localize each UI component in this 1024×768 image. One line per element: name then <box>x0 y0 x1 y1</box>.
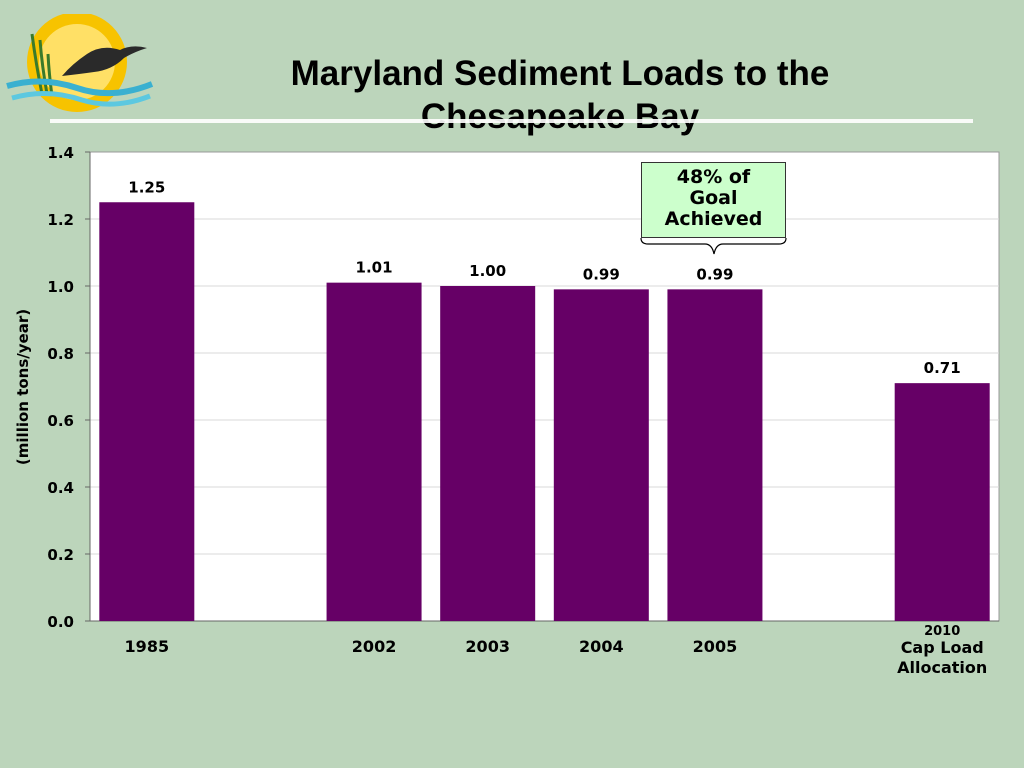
bar <box>440 286 536 621</box>
y-tick-label: 0.6 <box>47 412 74 430</box>
bay-logo-icon <box>6 14 154 112</box>
y-tick-label: 1.2 <box>47 211 74 229</box>
title-divider <box>50 119 973 123</box>
y-tick-label: 0.2 <box>47 546 74 564</box>
data-label: 1.00 <box>469 262 506 280</box>
title-line-1: Maryland Sediment Loads to the <box>290 54 830 93</box>
y-tick-label: 1.4 <box>47 144 74 162</box>
data-label: 0.99 <box>583 265 620 283</box>
data-label: 1.01 <box>356 259 393 277</box>
data-label: 0.71 <box>924 359 961 377</box>
bar <box>894 383 990 621</box>
title-line-2: Chesapeake Bay <box>420 97 700 136</box>
x-tick-label: Allocation <box>897 658 987 677</box>
y-axis-label: (million tons/year) <box>14 309 32 465</box>
y-tick-label: 0.0 <box>47 613 74 631</box>
callout-line-1: 48% of <box>676 166 751 188</box>
y-tick-label: 0.8 <box>47 345 74 363</box>
x-tick-label: 2004 <box>579 637 624 656</box>
x-tick-label: 2002 <box>352 637 397 656</box>
x-tick-label: 2010 <box>924 624 960 639</box>
x-tick-label: 1985 <box>125 637 170 656</box>
bar <box>99 202 195 621</box>
x-tick-label: 2003 <box>465 637 510 656</box>
data-label: 1.25 <box>128 178 165 196</box>
x-tick-label: Cap Load <box>901 638 984 657</box>
plot-area <box>89 151 1000 622</box>
bar <box>553 289 649 621</box>
goal-callout: 48% of Goal Achieved <box>641 162 786 238</box>
bar <box>667 289 763 621</box>
chart-title: Maryland Sediment Loads to the Chesapeak… <box>200 52 920 138</box>
data-label: 0.99 <box>696 265 733 283</box>
callout-line-2: Goal <box>689 187 738 209</box>
x-tick-label: 2005 <box>693 637 738 656</box>
y-tick-label: 1.0 <box>47 278 74 296</box>
callout-brace <box>640 237 787 255</box>
callout-line-3: Achieved <box>664 208 763 230</box>
bar <box>326 282 422 621</box>
y-tick-label: 0.4 <box>47 479 74 497</box>
